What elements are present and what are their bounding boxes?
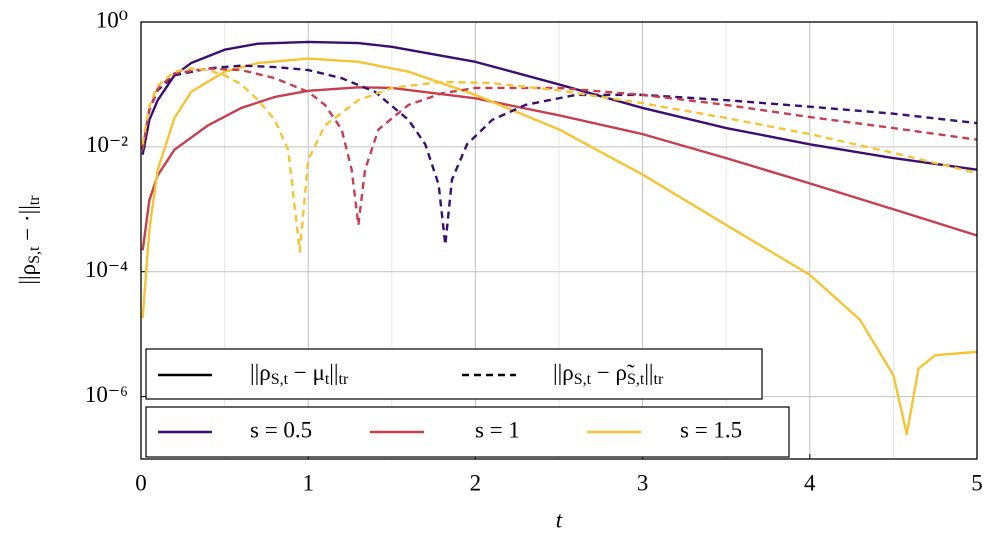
legends: ||ρS,t − μt||tr ||ρS,t − ρ̃S,t||trs = 0.5… [145, 348, 790, 458]
subscript: t [325, 371, 330, 388]
text-segment: − ·|| [15, 205, 40, 246]
subscript: S,t [574, 371, 592, 388]
x-tick-label: 0 [135, 470, 147, 495]
solid-line [141, 86, 977, 251]
y-tick-label: 10⁻² [86, 132, 128, 157]
legend-label: s = 0.5 [250, 417, 312, 442]
text-segment: ||ρ [553, 360, 574, 385]
legend-box [145, 406, 790, 458]
y-axis-label: ||ρS,t − ·||tr [15, 195, 42, 285]
subscript: tr [339, 371, 349, 388]
dashed-line [141, 67, 977, 227]
plot-frame [140, 21, 978, 460]
text-segment: || [329, 360, 338, 385]
legend-label: ||ρS,t − μt||tr [250, 360, 349, 387]
subscript: S,t [271, 371, 289, 388]
x-tick-label: 3 [637, 470, 649, 495]
solid-line [141, 57, 977, 436]
x-axis-label: t [556, 507, 563, 532]
x-tick-label: 2 [470, 470, 482, 495]
dashed-line [141, 64, 977, 246]
subscript: S,t [627, 371, 645, 388]
legend-label: s = 1 [475, 417, 520, 442]
legend-label: ||ρS,t − ρ̃S,t||tr [553, 360, 664, 387]
legend-label: s = 1.5 [680, 417, 742, 442]
y-tick-label: 10⁰ [96, 7, 128, 32]
text-segment: || [644, 360, 653, 385]
y-tick-label: 10⁻⁶ [85, 382, 128, 407]
x-tick-label: 4 [804, 470, 816, 495]
text-segment: ||ρ [250, 360, 271, 385]
legend-box [145, 348, 763, 400]
x-tick-label: 5 [971, 470, 983, 495]
y-tick-label: 10⁻⁴ [85, 257, 128, 282]
x-tick-label: 1 [302, 470, 314, 495]
subscript: tr [26, 195, 43, 205]
plot-lines [141, 40, 977, 436]
subscript: S,t [26, 246, 43, 264]
text-segment: ||ρ [15, 264, 40, 285]
dashed-line [141, 67, 977, 253]
subscript: tr [654, 371, 664, 388]
solid-line [141, 40, 977, 171]
text-segment: − μ [288, 360, 325, 385]
